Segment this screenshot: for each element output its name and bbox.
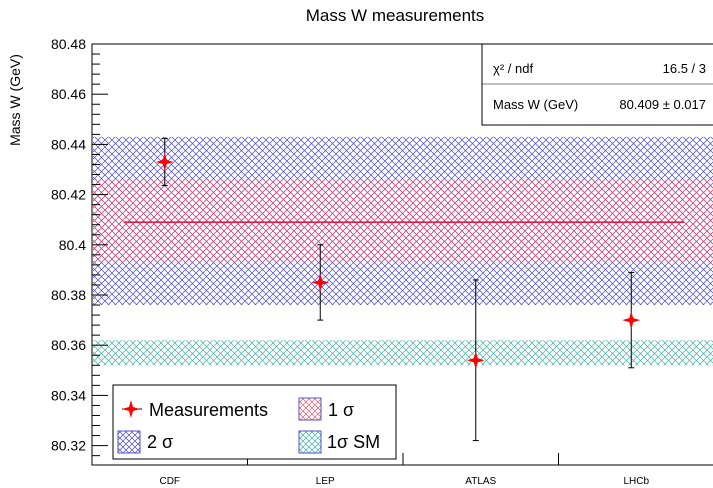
legend-label-2sigma: 2 σ bbox=[147, 432, 173, 452]
legend: Measurements 1 σ 2 σ 1σ SM bbox=[112, 384, 397, 460]
y-tick-label: 80.38 bbox=[51, 287, 86, 303]
data-point-lep bbox=[311, 244, 330, 321]
chart-title: Mass W measurements bbox=[306, 6, 485, 25]
x-tick-label-lep: LEP bbox=[316, 476, 335, 487]
y-axis: 80.32 80.34 80.36 80.38 80.4 80.42 80.44 80.46 8… bbox=[51, 36, 108, 457]
band-1sigma bbox=[93, 179, 713, 263]
legend-swatch-2sigma bbox=[117, 430, 141, 454]
legend-label-measurements: Measurements bbox=[149, 400, 268, 420]
star-marker bbox=[466, 351, 485, 370]
y-tick-label: 80.34 bbox=[51, 387, 86, 403]
y-tick-label: 80.46 bbox=[51, 86, 86, 102]
y-tick-label: 80.48 bbox=[51, 36, 86, 52]
x-tick-label-atlas: ATLAS bbox=[465, 476, 496, 487]
data-point-atlas bbox=[466, 279, 485, 442]
y-tick-label: 80.44 bbox=[51, 136, 86, 152]
y-tick-label: 80.42 bbox=[51, 187, 86, 203]
stats-mass-label: Mass W (GeV) bbox=[493, 97, 578, 112]
legend-label-1sigma-sm: 1σ SM bbox=[327, 432, 380, 452]
bands bbox=[93, 136, 713, 366]
band-1sigma-sm bbox=[93, 340, 713, 366]
stats-chi2-label: χ² / ndf bbox=[493, 61, 533, 76]
legend-swatch-1sigma-sm bbox=[298, 430, 322, 454]
legend-label-1sigma: 1 σ bbox=[328, 400, 354, 420]
y-tick-label: 80.4 bbox=[59, 237, 86, 253]
star-marker bbox=[622, 311, 641, 330]
legend-measurement-marker bbox=[122, 400, 142, 418]
stats-box: χ² / ndf 16.5 / 3 Mass W (GeV) 80.409 ± … bbox=[481, 43, 713, 126]
y-tick-label: 80.32 bbox=[51, 438, 86, 454]
x-tick-label-lhcb: LHCb bbox=[623, 476, 649, 487]
data-point-cdf bbox=[155, 137, 174, 187]
measurement-points bbox=[155, 137, 641, 442]
y-axis-label: Mass W (GeV) bbox=[7, 54, 23, 146]
stats-mass-value: 80.409 ± 0.017 bbox=[619, 97, 706, 112]
data-point-lhcb bbox=[622, 271, 641, 369]
stats-chi2-value: 16.5 / 3 bbox=[663, 61, 706, 76]
star-marker bbox=[155, 152, 174, 171]
y-tick-label: 80.36 bbox=[51, 337, 86, 353]
legend-swatch-1sigma bbox=[298, 397, 322, 421]
star-marker bbox=[311, 273, 330, 292]
x-axis: CDF LEP ATLAS LHCb bbox=[159, 453, 649, 487]
x-tick-label-cdf: CDF bbox=[159, 476, 180, 487]
